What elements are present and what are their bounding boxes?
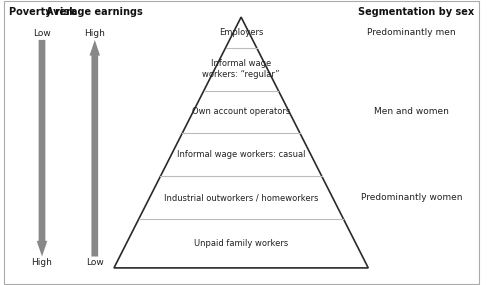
Text: Low: Low bbox=[33, 29, 51, 38]
FancyArrow shape bbox=[89, 40, 100, 256]
Text: Unpaid family workers: Unpaid family workers bbox=[194, 239, 288, 248]
Text: Informal wage workers: casual: Informal wage workers: casual bbox=[177, 150, 305, 159]
Text: Poverty risk: Poverty risk bbox=[9, 7, 75, 17]
Text: Employers: Employers bbox=[219, 28, 264, 37]
Text: Men and women: Men and women bbox=[374, 107, 449, 116]
Text: Industrial outworkers / homeworkers: Industrial outworkers / homeworkers bbox=[164, 193, 318, 202]
Text: Predominantly women: Predominantly women bbox=[361, 193, 462, 202]
Polygon shape bbox=[114, 17, 368, 268]
Text: Predominantly men: Predominantly men bbox=[367, 28, 456, 37]
Text: Own account operators: Own account operators bbox=[192, 107, 290, 116]
Text: High: High bbox=[84, 29, 105, 38]
Text: Informal wage
workers: “regular”: Informal wage workers: “regular” bbox=[203, 59, 280, 79]
FancyArrow shape bbox=[37, 40, 47, 256]
Text: Low: Low bbox=[86, 258, 103, 267]
Text: Segmentation by sex: Segmentation by sex bbox=[358, 7, 474, 17]
Text: Average earnings: Average earnings bbox=[46, 7, 143, 17]
Text: High: High bbox=[32, 258, 52, 267]
